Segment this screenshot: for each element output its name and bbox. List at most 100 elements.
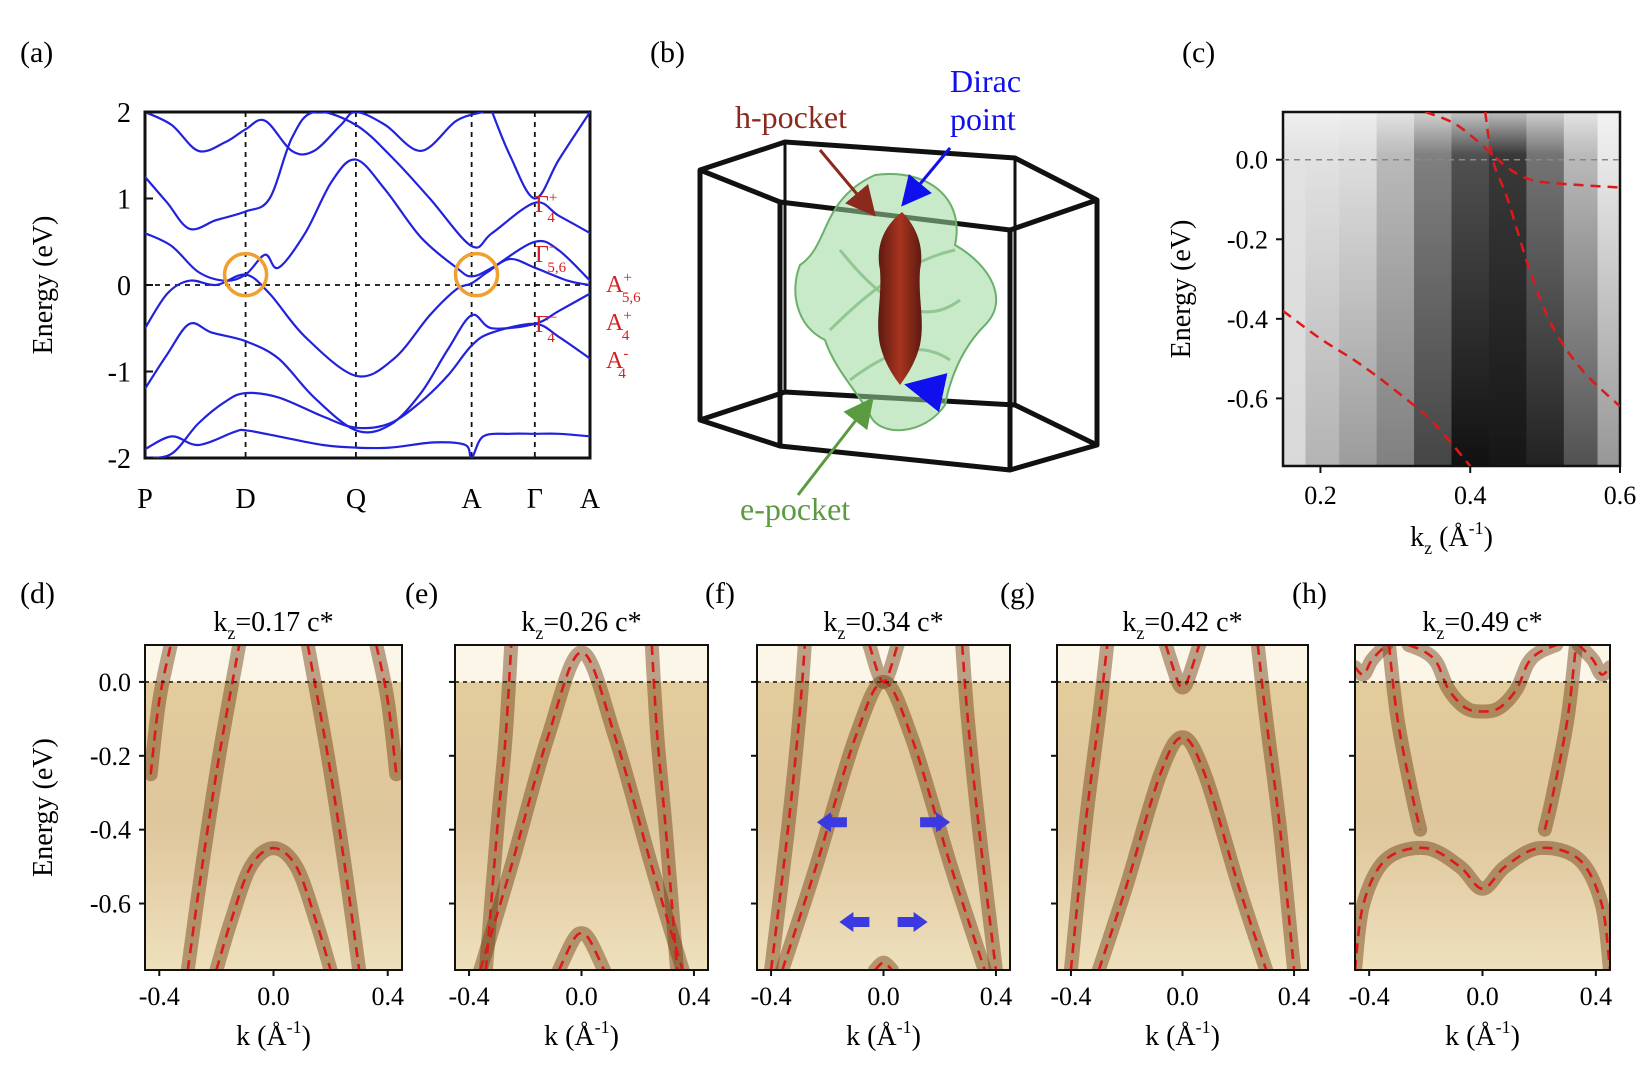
intensity-column [1376,112,1415,466]
map-body [1355,681,1610,970]
fit-curve [1355,645,1388,676]
y-tick-label: 0.0 [1236,146,1269,175]
fit-curve [769,645,807,970]
panel-label-c: (c) [1182,36,1215,69]
panel-label-d: (d) [20,577,55,610]
x-tick-label: -0.4 [139,982,180,1011]
x-axis-label: k (Å-1) [846,1017,921,1052]
panel-title: kz=0.26 c* [521,607,641,643]
band-symmetry-label: A+ 4 [606,308,632,344]
band-arrow [816,812,847,833]
band-symmetry-label: Γ+ 4 [535,190,557,226]
panel-b-illustration: h-pocket Dirac point e-pocket [697,63,1100,527]
h-pocket-label: h-pocket [735,99,847,135]
band-arrow [897,911,928,932]
fit-curve [484,645,513,970]
brillouin-zone [697,139,1100,473]
x-tick-label: 0.4 [371,982,404,1011]
fit-curve [960,645,998,970]
intensity-map [757,645,1010,970]
x-tick-label: D [235,484,255,515]
intensity-column [1597,112,1621,466]
panel-label-a: (a) [20,36,53,69]
crossing-circle [222,251,269,298]
y-tick-label: 1 [117,185,131,216]
band-arrow [920,812,951,833]
x-tick-label: A [462,484,483,515]
panel-title: kz=0.34 c* [823,607,943,643]
intensity-map [145,645,402,970]
fit-curve [874,961,893,970]
intensity-column [1563,112,1599,466]
map-body [145,681,402,970]
dirac-arrow-bottom [904,373,948,413]
x-tick-label: 0.2 [1304,481,1337,510]
fits [1283,112,1620,466]
band-line [145,428,590,458]
panel-title: kz=0.17 c* [213,607,333,643]
y-tick-label: 0 [117,271,131,302]
y-tick-label: 0.0 [99,668,132,697]
x-tick-label: 0.0 [257,982,290,1011]
band-line [491,112,590,200]
y-tick-label: -0.2 [1227,225,1268,254]
x-tick-label: 0.0 [1466,982,1499,1011]
panel-label-g: (g) [1000,577,1035,610]
fit-curve [375,645,398,775]
fit-curve [1424,112,1620,189]
y-axis-label: Energy (eV) [1166,220,1197,359]
y-axis-label: Energy (eV) [28,738,59,877]
x-tick-label: 0.4 [980,982,1013,1011]
panel-title: kz=0.49 c* [1422,607,1542,643]
dirac-label-line2: point [950,101,1016,137]
panel-label-h: (h) [1292,577,1327,610]
x-axis-label: k (Å-1) [1145,1017,1220,1052]
x-tick-label: 0.4 [1278,982,1311,1011]
fit-curve [868,645,899,684]
y-tick-label: -1 [108,358,131,389]
panel-label-e: (e) [405,577,438,610]
x-tick-label: -0.4 [750,982,791,1011]
fit-curve [1283,309,1472,466]
chart-d-arpes: kz=0.17 c* -0.4 0.0 0.4 k (Å-1) 0.0 -0.2 -0.4 -0… [28,607,404,1052]
fit-curve [1256,645,1296,970]
x-axis-label: k (Å-1) [236,1017,311,1052]
fit-curve [1069,645,1109,970]
x-tick-label: -0.4 [1050,982,1091,1011]
x-tick-label: 0.0 [565,982,598,1011]
x-axis-label: k (Å-1) [1445,1017,1520,1052]
y-tick-label: 2 [117,98,131,129]
x-tick-label: 0.6 [1604,481,1637,510]
x-tick-label: Γ [527,484,543,515]
fit-curve [557,931,606,970]
fit-curve [650,645,679,970]
intensity-column [1305,112,1340,466]
band-line [145,322,590,458]
y-tick-label: -2 [108,444,131,475]
y-tick-label: -0.4 [90,816,131,845]
band-symmetry-label: Γ− 4 [535,310,557,346]
y-tick-label: -0.2 [90,742,131,771]
fit-curve [479,651,684,970]
y-tick-label: -0.6 [90,890,131,919]
band-line [145,112,484,156]
axes-frame [1281,110,1622,468]
fit-curve [1543,645,1578,831]
dirac-label-line1: Dirac [950,63,1021,99]
band-line [145,112,590,249]
x-tick-label: A [580,484,601,515]
x-tick-label: P [137,484,153,515]
fit-curve [1408,645,1557,713]
chart-h-arpes: kz=0.49 c* -0.4 0.0 0.4 k (Å-1) [1349,607,1613,1052]
x-tick-label: 0.4 [1454,481,1487,510]
intensity-map [455,645,708,970]
chart-a-band-structure: 2 1 0 -1 -2P D Q A Γ A Energy (eV) Γ+ 4 Γ− 5,6 A+ 5,6 Γ− 4… [28,98,641,515]
h-pocket-surface [878,212,922,385]
fit-curve [1355,846,1610,970]
band-symmetry-label: Γ− 5,6 [535,240,567,276]
y-tick-label: -0.4 [1227,305,1268,334]
fit-curve [149,645,172,775]
band-arrow [839,911,870,932]
e-pocket-arrow [796,397,874,496]
x-tick-label: 0.0 [867,982,900,1011]
